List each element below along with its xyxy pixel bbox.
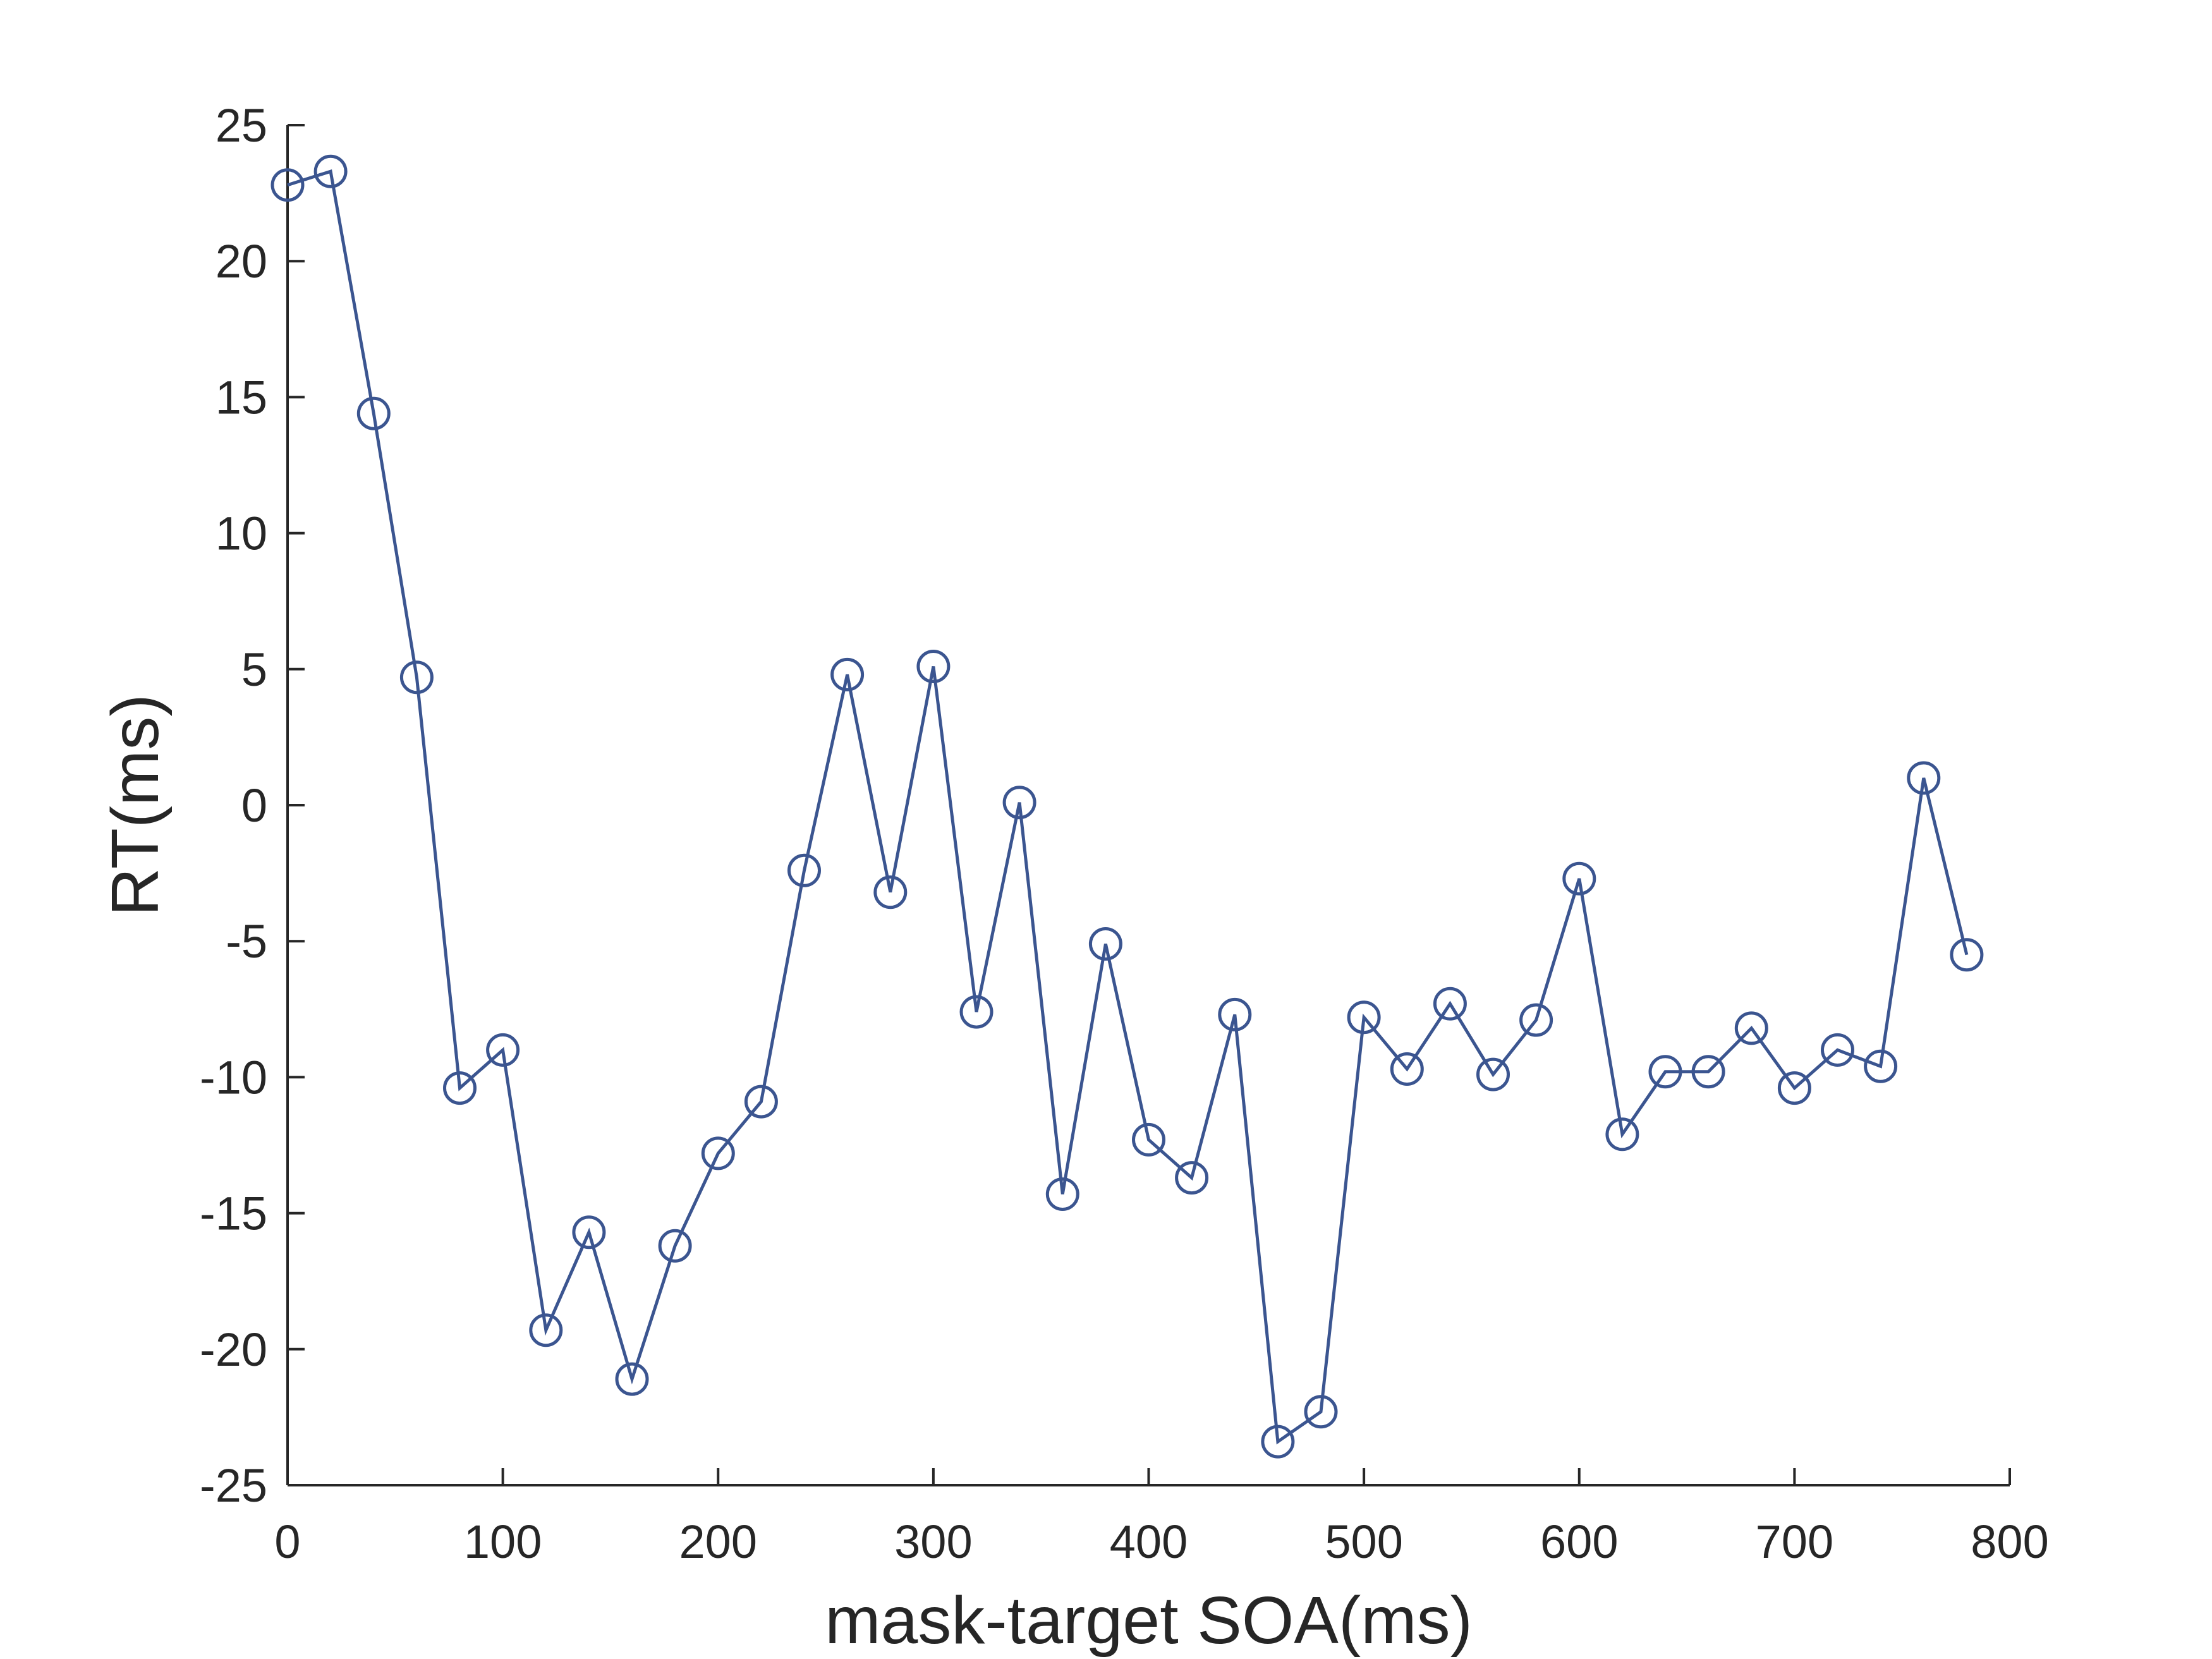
data-point <box>1002 786 1036 820</box>
data-point <box>399 660 434 695</box>
x-tick-label: 200 <box>679 1516 757 1568</box>
y-tick-label: -15 <box>200 1188 267 1240</box>
x-ticks: 0 100 200 300 400 500 600 700 800 <box>274 1468 2049 1568</box>
y-ticks: 25 20 15 10 5 0 -5 -10 -15 -20 -25 <box>200 99 305 1512</box>
data-point <box>1390 1052 1424 1086</box>
data-point <box>1605 1117 1639 1152</box>
data-point <box>270 168 305 202</box>
data-point <box>873 875 908 909</box>
y-tick-label: -25 <box>200 1459 267 1512</box>
y-tick-label: 10 <box>216 507 267 560</box>
data-point <box>658 1229 692 1263</box>
y-tick-label: 15 <box>216 371 267 423</box>
data-point <box>1648 1055 1682 1089</box>
y-tick-label: 20 <box>216 235 267 288</box>
data-point <box>1950 938 1984 972</box>
data-point <box>1734 1011 1768 1045</box>
data-point <box>1562 861 1596 896</box>
y-tick-label: 5 <box>241 643 267 696</box>
y-tick-label: 0 <box>241 779 267 832</box>
data-point <box>1261 1425 1295 1459</box>
series-line <box>287 169 1969 1445</box>
data-point <box>1519 1003 1553 1037</box>
series <box>270 154 1984 1459</box>
y-tick-label: -10 <box>200 1051 267 1103</box>
data-point <box>916 650 951 683</box>
data-point <box>830 657 865 691</box>
data-point <box>787 853 821 887</box>
y-axis-label: RT(ms) <box>98 694 173 916</box>
data-point <box>1777 1071 1811 1105</box>
data-point <box>443 1071 477 1105</box>
x-tick-label: 800 <box>1971 1516 2048 1568</box>
data-point <box>744 1085 778 1119</box>
data-point <box>1218 997 1252 1031</box>
y-tick-label: -5 <box>226 915 267 968</box>
data-point <box>313 154 348 188</box>
data-point <box>1304 1395 1338 1429</box>
data-point <box>959 995 994 1029</box>
data-point <box>1821 1033 1854 1067</box>
data-point <box>486 1033 520 1067</box>
y-tick-label: -20 <box>200 1323 267 1376</box>
x-tick-label: 100 <box>464 1516 542 1568</box>
data-point <box>1476 1057 1510 1091</box>
data-point <box>1045 1177 1079 1211</box>
data-point <box>572 1215 606 1249</box>
data-point <box>701 1136 735 1170</box>
x-tick-label: 400 <box>1110 1516 1188 1568</box>
data-point <box>1433 987 1467 1021</box>
x-tick-label: 700 <box>1756 1516 1833 1568</box>
data-point <box>1347 1000 1381 1035</box>
data-point <box>1691 1055 1725 1089</box>
x-tick-label: 0 <box>274 1516 300 1568</box>
data-point <box>1132 1122 1165 1157</box>
data-point <box>1864 1049 1898 1083</box>
data-point <box>1175 1161 1209 1195</box>
data-point <box>1088 927 1122 961</box>
data-point <box>529 1313 563 1347</box>
x-tick-label: 600 <box>1540 1516 1618 1568</box>
axes <box>286 125 2010 1486</box>
data-point <box>615 1362 649 1396</box>
x-axis-label: mask-target SOA(ms) <box>825 1583 1473 1658</box>
data-point <box>1907 761 1941 795</box>
data-point <box>356 396 391 430</box>
x-tick-label: 300 <box>894 1516 972 1568</box>
x-tick-label: 500 <box>1325 1516 1402 1568</box>
y-tick-label: 25 <box>216 99 267 152</box>
